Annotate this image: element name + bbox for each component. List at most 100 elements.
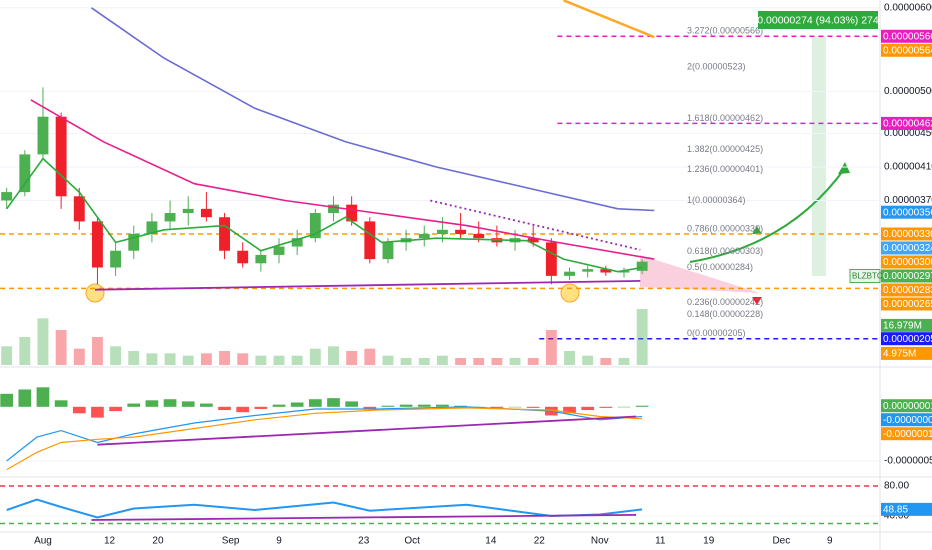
volume-bar	[273, 355, 285, 365]
price-tag-label: 0.00000306	[883, 257, 932, 268]
volume-bar	[73, 348, 85, 365]
x-tick-label: 23	[358, 536, 370, 547]
candle-body	[55, 116, 67, 197]
price-tag-label: 0.00000566	[883, 31, 932, 42]
volume-bar	[146, 353, 158, 365]
candle-body	[564, 271, 575, 276]
candle-body	[164, 213, 176, 222]
price-tag	[881, 116, 932, 130]
candle-body	[364, 221, 376, 260]
price-tag	[881, 427, 932, 441]
candle-body	[219, 217, 230, 251]
price-tag-label: 0.00000205	[883, 334, 932, 345]
indicator-line	[6, 407, 643, 471]
histogram-bar	[635, 405, 649, 407]
triangle-pattern	[640, 255, 760, 293]
candle-body	[545, 242, 557, 276]
histogram-bar	[363, 406, 377, 409]
price-tag	[881, 241, 932, 255]
histogram-bar	[145, 400, 159, 407]
price-tag-label: 0.00000324	[883, 243, 932, 254]
candle-body	[527, 238, 539, 243]
volume-bar	[37, 318, 49, 365]
price-tag-label: 0.00000265	[883, 299, 932, 310]
fib-label: 1.618(0.00000462)	[687, 113, 763, 123]
volume-tag-label: 4.975M	[883, 349, 916, 360]
histogram-bar	[345, 401, 358, 407]
x-tick-label: 19	[703, 536, 715, 547]
volume-bar	[527, 358, 539, 365]
x-tick-label: Aug	[34, 536, 52, 547]
candle-body	[37, 116, 49, 155]
candle-body	[1, 192, 13, 201]
candle-body	[255, 254, 267, 264]
y-tick-label: 0.00000500	[884, 86, 932, 97]
y-tick-label: 40.00	[884, 511, 909, 522]
price-tag	[881, 227, 932, 241]
histogram-bar	[18, 389, 32, 407]
price-tag	[881, 332, 932, 346]
candle-body	[237, 250, 249, 264]
volume-bar	[364, 348, 376, 365]
fib-label: 0.786(0.00000330)	[687, 223, 763, 233]
price-tag-label: 0.00000330	[883, 229, 932, 240]
price-tag	[881, 413, 932, 427]
trend-line	[94, 280, 641, 291]
histogram-bar	[272, 404, 286, 407]
candle-body	[182, 208, 194, 214]
volume-bar	[164, 353, 176, 365]
volume-bar	[91, 337, 103, 365]
price-tag-label: 0.00000001	[883, 401, 932, 412]
candle-body	[436, 229, 448, 234]
volume-bar	[491, 358, 503, 365]
volume-bar	[1, 346, 13, 365]
price-tag-label: 0.00000564	[883, 45, 932, 56]
price-tag-label: -0.00000009	[883, 415, 932, 426]
volume-bar	[55, 330, 67, 365]
pane	[0, 485, 880, 517]
indicator-line	[563, 0, 655, 39]
histogram-bar	[163, 399, 177, 407]
volume-bar	[291, 355, 303, 365]
fib-label: 3.272(0.00000566)	[687, 26, 763, 36]
fib-label: 2(0.00000523)	[687, 62, 746, 72]
price-tag-label: -0.00000011	[883, 429, 932, 440]
x-tick-label: 22	[534, 536, 546, 547]
x-tick-label: 9	[276, 536, 282, 547]
histogram-bar	[200, 403, 213, 407]
volume-bar	[418, 358, 430, 365]
trend-line	[91, 514, 637, 521]
x-tick-label: Nov	[591, 536, 609, 547]
candle-body	[19, 154, 31, 193]
indicator-line	[6, 498, 643, 519]
volume-bar	[346, 351, 358, 365]
histogram-bar	[0, 393, 14, 407]
price-tag	[881, 399, 932, 413]
volume-bar	[455, 358, 467, 365]
price-tag-label: 48.85	[883, 504, 908, 515]
price-tag	[881, 502, 932, 516]
volume-bar	[200, 353, 212, 365]
candle-body	[618, 270, 630, 273]
symbol-tag	[849, 268, 881, 283]
y-tick-label: 0.00000450	[884, 128, 932, 139]
volume-bar	[618, 358, 630, 365]
candle-body	[636, 261, 648, 271]
histogram-bar	[399, 404, 413, 407]
volume-bar	[382, 355, 394, 365]
x-tick-label: Dec	[772, 536, 790, 547]
indicator-line	[90, 7, 655, 212]
volume-bar	[328, 346, 339, 365]
candle-body	[582, 269, 594, 272]
volume-bar	[473, 358, 485, 365]
fib-label: 1(0.00000364)	[687, 195, 746, 205]
histogram-bar	[617, 406, 631, 408]
histogram-bar	[109, 406, 122, 412]
histogram-bar	[236, 406, 250, 413]
candle-body	[73, 196, 85, 222]
price-tag-label: 0.00000462	[883, 119, 932, 130]
trend-line	[97, 415, 637, 446]
candle-body	[291, 238, 303, 247]
price-tag	[881, 269, 932, 283]
